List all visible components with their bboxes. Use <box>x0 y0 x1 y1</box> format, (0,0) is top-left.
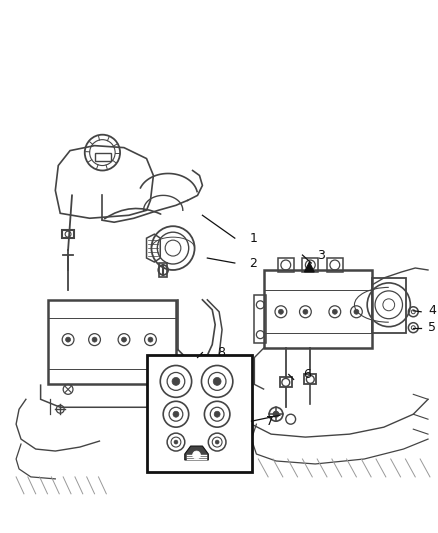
Bar <box>158 419 168 426</box>
Bar <box>372 278 406 333</box>
Circle shape <box>303 309 308 314</box>
Bar <box>254 295 266 343</box>
Polygon shape <box>304 262 314 272</box>
Circle shape <box>279 309 283 314</box>
Text: 7: 7 <box>266 415 274 427</box>
Text: 2: 2 <box>250 256 258 270</box>
Bar <box>159 263 167 277</box>
Text: 6: 6 <box>304 368 311 381</box>
Bar <box>278 258 293 272</box>
Text: 8: 8 <box>217 346 225 359</box>
Circle shape <box>92 337 97 342</box>
Bar <box>264 270 372 348</box>
Text: 3: 3 <box>317 248 325 262</box>
Bar <box>280 377 292 387</box>
Bar <box>304 375 316 384</box>
Bar <box>201 354 209 367</box>
Circle shape <box>66 337 71 342</box>
Circle shape <box>148 337 153 342</box>
Bar <box>147 354 252 472</box>
Text: 4: 4 <box>428 304 436 317</box>
Circle shape <box>354 309 359 314</box>
Circle shape <box>214 411 220 417</box>
Bar <box>49 300 176 384</box>
Circle shape <box>332 309 337 314</box>
Circle shape <box>172 377 180 385</box>
Circle shape <box>174 440 178 444</box>
Bar <box>327 258 343 272</box>
Text: 1: 1 <box>250 232 258 245</box>
Polygon shape <box>185 446 208 460</box>
Bar <box>193 367 202 375</box>
Circle shape <box>273 411 279 417</box>
Bar <box>62 230 74 238</box>
Circle shape <box>193 451 201 459</box>
Circle shape <box>121 337 127 342</box>
Circle shape <box>215 440 219 444</box>
Text: 5: 5 <box>428 321 436 334</box>
Bar <box>303 258 318 272</box>
Circle shape <box>213 377 221 385</box>
Circle shape <box>173 411 179 417</box>
